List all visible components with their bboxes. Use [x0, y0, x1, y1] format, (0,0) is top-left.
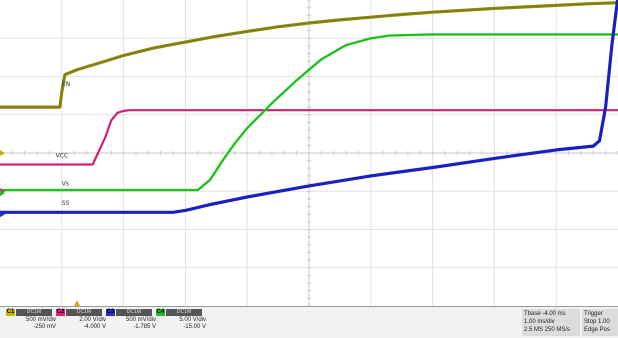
- channel-badge: C3: [106, 309, 115, 316]
- trigger-type: Edge Pos: [584, 327, 611, 333]
- channel-markers: [0, 150, 80, 306]
- trigger-mode: Stop 1.00: [584, 319, 610, 325]
- channel-info-c1[interactable]: C1 DC1M 500 mV/div -250 mV: [6, 309, 58, 335]
- trigger-info[interactable]: Trigger Stop 1.00 Edge Pos: [582, 309, 618, 336]
- traces: [0, 0, 618, 214]
- channel-coupling: DC1M: [166, 309, 202, 316]
- trace-en-core: [0, 2, 618, 108]
- graticule: [0, 0, 618, 306]
- timebase-delay: Tbase -4.00 ms: [524, 311, 566, 317]
- channel-info-c2[interactable]: C2 DC1M 2.00 V/div -4.000 V: [56, 309, 108, 335]
- trigger-label: Trigger: [584, 311, 603, 317]
- channel-marker-3: [0, 190, 5, 197]
- channel-coupling: DC1M: [16, 309, 52, 316]
- channel-offset: -4.000 V: [83, 324, 106, 330]
- channel-scale: 2.00 V/div: [79, 317, 106, 323]
- timebase-info[interactable]: Tbase -4.00 ms 1.00 ms/div 2.5 MS 250 MS/s: [522, 309, 580, 336]
- channel-badge: C2: [56, 309, 65, 316]
- trace-vs-core: [0, 34, 618, 191]
- trace-vcc: [0, 109, 618, 166]
- trace-vs: [0, 33, 618, 192]
- trace-vcc-core: [0, 109, 618, 165]
- trace-label-vcc: VCC: [56, 153, 68, 160]
- channel-marker-1: [0, 150, 5, 156]
- channel-offset: -250 mV: [33, 324, 56, 330]
- channel-scale: 500 mV/div: [125, 317, 156, 323]
- trace-label-vs: Vs: [62, 181, 69, 188]
- trace-en: [0, 1, 618, 109]
- channel-scale: 500 mV/div: [25, 317, 56, 323]
- channel-offset: -15.00 V: [183, 324, 206, 330]
- trace-ss-core: [0, 0, 618, 213]
- trace-label-en: EN: [62, 81, 70, 88]
- trace-ss: [0, 0, 618, 214]
- channel-coupling: DC1M: [66, 309, 102, 316]
- oscilloscope-plot: EN VCC Vs SS: [0, 0, 618, 306]
- channel-badge: C1: [6, 309, 15, 316]
- status-bar: C1 DC1M 500 mV/div -250 mV C2 DC1M 2.00 V/div -…: [0, 306, 618, 338]
- channel-info-c3[interactable]: C3 DC1M 500 mV/div -1.785 V: [106, 309, 158, 335]
- channel-coupling: DC1M: [116, 309, 152, 316]
- timebase-sampling: 2.5 MS 250 MS/s: [524, 327, 571, 333]
- channel-badge: C4: [156, 309, 165, 316]
- channel-scale: 5.00 V/div: [179, 317, 206, 323]
- channel-info-c4[interactable]: C4 DC1M 5.00 V/div -15.00 V: [156, 309, 208, 335]
- trace-labels: EN VCC Vs SS: [56, 81, 70, 207]
- trigger-position-marker: [74, 300, 80, 306]
- channel-offset: -1.785 V: [133, 324, 156, 330]
- trace-label-ss: SS: [62, 200, 70, 207]
- timebase-scale: 1.00 ms/div: [524, 319, 555, 325]
- channel-marker-4: [0, 211, 5, 218]
